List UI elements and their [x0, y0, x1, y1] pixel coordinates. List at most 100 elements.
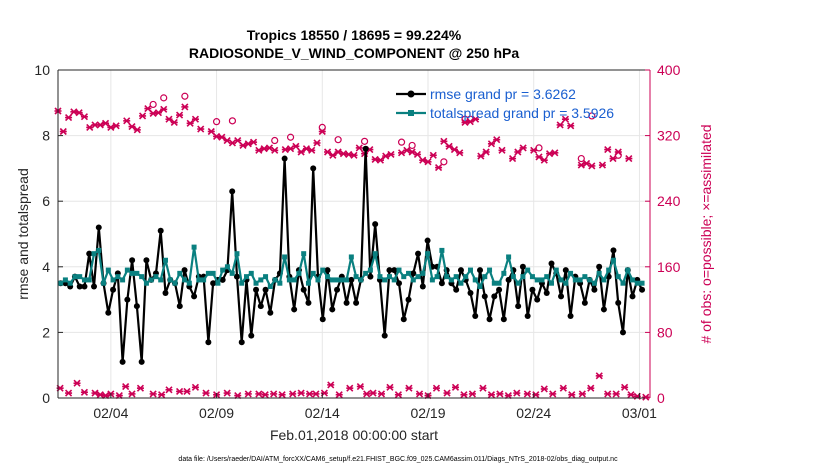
spread-point-80 [439, 247, 445, 253]
spread-point-101 [539, 277, 545, 283]
obs-assimilated-high-78 [487, 140, 495, 148]
obs-assimilated-high-16 [144, 104, 152, 113]
spread-point-36 [229, 270, 235, 276]
spread-point-30 [201, 277, 207, 283]
rmse-point-28 [191, 293, 198, 300]
spread-point-34 [220, 267, 226, 273]
rmse-point-77 [424, 237, 431, 244]
spread-point-70 [391, 277, 397, 283]
spread-point-89 [482, 274, 488, 280]
obs-assimilated-high-57 [371, 155, 379, 163]
spread-point-1 [62, 277, 68, 283]
spread-point-75 [415, 274, 421, 280]
rmse-point-57 [329, 306, 336, 313]
rmse-point-52 [305, 299, 312, 306]
obs-assimilated-high-51 [339, 150, 347, 158]
spread-point-98 [525, 267, 531, 273]
obs-assimilated-low-40 [394, 391, 402, 399]
spread-point-47 [282, 254, 288, 260]
obs-assimilated-high-1 [59, 127, 67, 136]
obs-count-layer [54, 92, 650, 401]
rmse-point-117 [615, 299, 622, 306]
rmse-point-122 [639, 286, 646, 293]
legend-marker-1 [408, 110, 414, 116]
obs-possible-10 [397, 138, 406, 146]
obs-assimilated-low-17 [191, 383, 199, 391]
obs-assimilated-low-63 [604, 390, 612, 398]
rmse-point-31 [205, 339, 212, 346]
rmse-point-36 [229, 188, 236, 195]
spread-point-81 [444, 274, 450, 280]
obs-assimilated-low-22 [244, 390, 252, 398]
obs-assimilated-high-5 [80, 113, 88, 121]
obs-assimilated-low-47 [460, 391, 468, 399]
obs-assimilated-low-24 [261, 391, 269, 399]
y-tick-label-1: 2 [42, 324, 50, 340]
spread-point-45 [272, 277, 278, 283]
obs-assimilated-high-94 [588, 162, 596, 170]
y-right-tick-label-0: 0 [657, 390, 665, 406]
legend-marker-0 [407, 90, 415, 98]
obs-assimilated-low-39 [386, 383, 394, 391]
obs-assimilated-high-82 [514, 148, 522, 156]
spread-point-13 [120, 277, 126, 283]
obs-assimilated-high-35 [250, 138, 258, 146]
obs-assimilated-high-37 [260, 145, 268, 153]
obs-assimilated-low-53 [513, 389, 521, 397]
obs-assimilated-high-2 [65, 113, 73, 122]
obs-assimilated-high-52 [345, 150, 353, 159]
spread-point-27 [186, 280, 192, 286]
obs-assimilated-high-68 [435, 164, 443, 172]
spread-point-25 [177, 270, 183, 276]
rmse-point-38 [238, 339, 245, 346]
obs-assimilated-low-51 [496, 390, 504, 398]
spread-point-76 [420, 270, 426, 276]
obs-assimilated-low-27 [289, 390, 297, 398]
rmse-point-116 [610, 247, 617, 254]
rmse-point-76 [419, 283, 426, 290]
spread-point-23 [167, 277, 173, 283]
spread-point-50 [296, 270, 302, 276]
obs-assimilated-high-79 [493, 136, 501, 144]
spread-point-95 [510, 274, 516, 280]
spread-point-119 [625, 267, 631, 273]
spread-point-53 [310, 270, 316, 276]
rmse-point-26 [181, 267, 188, 274]
obs-assimilated-high-80 [498, 146, 506, 154]
axes-layer: 02/04 02/09 02/14 02/19 02/24 03/010246810080… [34, 62, 680, 421]
spread-point-17 [139, 274, 145, 280]
obs-assimilated-low-35 [356, 382, 364, 391]
obs-assimilated-high-70 [445, 142, 453, 150]
y-tick-label-0: 0 [42, 390, 50, 406]
rmse-point-68 [381, 332, 388, 339]
rmse-point-44 [267, 309, 274, 316]
obs-assimilated-high-13 [128, 123, 136, 131]
obs-assimilated-high-40 [281, 145, 289, 154]
obs-assimilated-high-29 [218, 133, 226, 141]
spread-point-87 [472, 277, 478, 283]
spread-point-108 [572, 277, 578, 283]
spread-point-72 [401, 274, 407, 280]
spread-point-20 [153, 274, 159, 280]
rmse-point-93 [500, 316, 507, 323]
obs-assimilated-high-26 [197, 125, 205, 133]
rmse-point-86 [467, 290, 474, 297]
y-right-tick-label-4: 320 [657, 128, 681, 144]
obs-assimilated-high-53 [350, 151, 358, 159]
y-tick-label-5: 10 [34, 62, 50, 78]
spread-point-100 [534, 277, 540, 283]
obs-possible-9 [360, 137, 369, 145]
obs-assimilated-high-32 [234, 136, 242, 145]
obs-assimilated-high-48 [324, 148, 332, 156]
rmse-point-83 [453, 286, 460, 293]
spread-point-43 [263, 274, 269, 280]
y-tick-label-4: 8 [42, 128, 50, 144]
obs-assimilated-low-45 [443, 389, 451, 397]
x-tick-label-5: 03/01 [622, 405, 657, 421]
x-tick-label-3: 02/19 [410, 405, 445, 421]
spread-point-88 [477, 283, 483, 289]
obs-assimilated-low-41 [405, 384, 413, 392]
chart-title-line1: Tropics 18550 / 18695 = 99.224% [247, 27, 462, 43]
obs-assimilated-low-44 [432, 384, 441, 392]
obs-assimilated-high-45 [308, 146, 316, 154]
